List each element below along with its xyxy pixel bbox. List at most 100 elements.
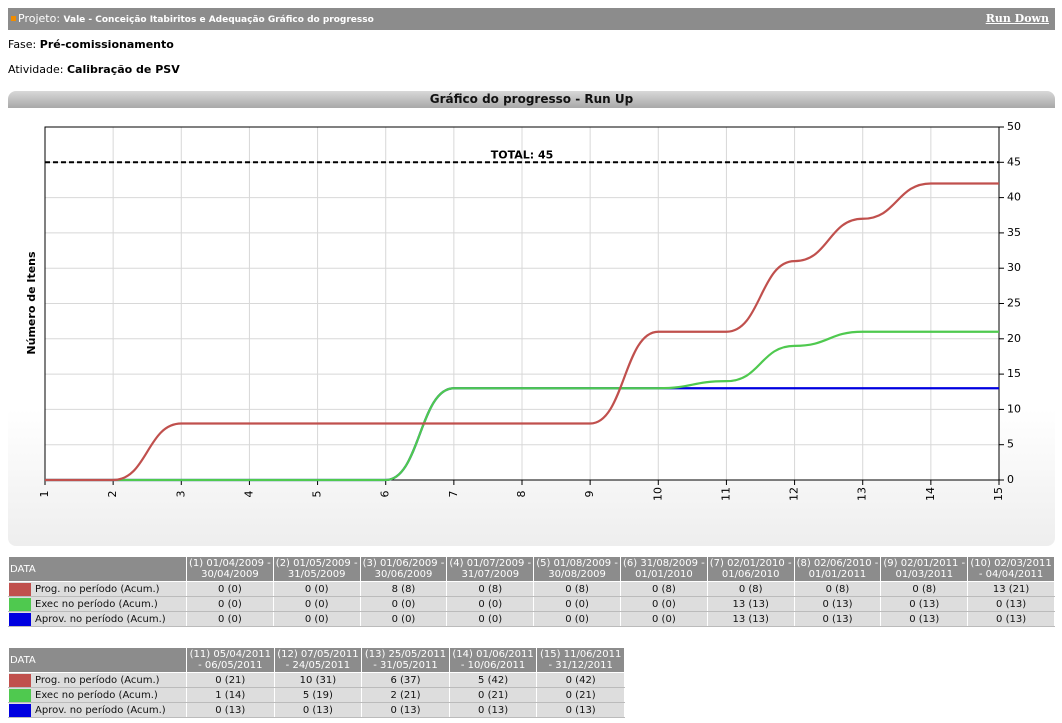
swatch [9, 582, 31, 596]
row-name: Prog. no período (Acum.) [35, 674, 160, 686]
table-cell: 5 (19) [273, 687, 363, 703]
x-tick-label: 13 [856, 487, 869, 501]
x-tick-label: 12 [788, 487, 801, 501]
table-cell: 0 (13) [880, 611, 969, 627]
column-header: (15) 11/06/2011 - 31/12/2011 [536, 647, 625, 673]
table-cell: 0 (13) [273, 702, 363, 718]
project-name: Vale - Conceição Itabiritos e Adequação … [63, 15, 374, 25]
fase-label: Fase: [8, 38, 37, 51]
column-header: (9) 02/01/2011 - 01/03/2011 [880, 556, 969, 582]
column-header: (8) 02/06/2010 - 01/01/2011 [793, 556, 882, 582]
x-tick-label: 14 [924, 487, 937, 501]
row-name: Prog. no período (Acum.) [35, 583, 160, 595]
column-header: (3) 01/06/2009 - 30/06/2009 [359, 556, 448, 582]
table-cell: 0 (0) [272, 611, 361, 627]
table-cell: 0 (0) [186, 611, 274, 627]
y-tick-label: 10 [1007, 402, 1021, 415]
row-name: Exec no período (Acum.) [35, 598, 158, 610]
table-row: Prog. no período (Acum.) 0 (0) 0 (0) 8 (8) 0… [8, 581, 1055, 597]
column-header: (2) 01/05/2009 - 31/05/2009 [272, 556, 361, 582]
table-cell: 13 (21) [967, 581, 1055, 597]
header-bar: Projeto: Vale - Conceição Itabiritos e A… [8, 8, 1055, 30]
table-cell: 0 (0) [272, 581, 361, 597]
x-tick-label: 9 [583, 491, 596, 498]
column-header: (6) 31/08/2009 - 01/01/2010 [619, 556, 708, 582]
table-cell: 0 (8) [446, 581, 535, 597]
x-tick-label: 11 [719, 487, 732, 501]
atividade-value: Calibração de PSV [66, 63, 180, 76]
table-cell: 0 (13) [448, 702, 538, 718]
table-row: Prog. no período (Acum.) 0 (21) 10 (31) 6 (… [8, 672, 625, 688]
column-header: (5) 01/08/2009 - 30/08/2009 [533, 556, 621, 582]
row-name: Exec no período (Acum.) [35, 689, 158, 701]
y-tick-label: 5 [1007, 438, 1014, 451]
row-label: Prog. no período (Acum.) [8, 672, 187, 688]
project-label: Projeto: [18, 12, 61, 25]
table-cell: 13 (13) [706, 596, 795, 612]
table-cell: 0 (13) [880, 596, 969, 612]
run-down-link[interactable]: Run Down [985, 12, 1049, 25]
table-cell: 0 (21) [186, 672, 275, 688]
column-header: (4) 01/07/2009 - 31/07/2009 [446, 556, 535, 582]
row-label: Aprov. no período (Acum.) [8, 702, 187, 718]
table-cell: 13 (13) [706, 611, 795, 627]
x-tick-label: 2 [106, 491, 119, 498]
x-tick-label: 6 [379, 491, 392, 498]
row-label: Prog. no período (Acum.) [8, 581, 187, 597]
y-tick-label: 35 [1007, 226, 1021, 239]
plot-border [44, 126, 1000, 481]
table-row: Aprov. no período (Acum.) 0 (13) 0 (13) 0 (… [8, 702, 625, 718]
column-header: (13) 25/05/2011 - 31/05/2011 [361, 647, 450, 673]
x-tick-label: 15 [992, 487, 1005, 501]
table-cell: 0 (0) [359, 611, 448, 627]
table-cell: 0 (0) [446, 611, 535, 627]
table-cell: 0 (0) [619, 596, 708, 612]
column-header: (7) 02/01/2010 - 01/06/2010 [706, 556, 795, 582]
data-table: DATA (11) 05/04/2011 - 06/05/2011 (12) 07/… [8, 647, 625, 718]
y-tick-label: 20 [1007, 332, 1021, 345]
x-tick-label: 7 [447, 491, 460, 498]
table-cell: 0 (8) [793, 581, 882, 597]
swatch [9, 597, 31, 611]
x-tick-label: 4 [242, 491, 255, 498]
table-cell: 0 (13) [361, 702, 450, 718]
row-label: Aprov. no período (Acum.) [8, 611, 187, 627]
table-cell: 5 (42) [448, 672, 538, 688]
table-cell: 0 (13) [793, 611, 882, 627]
table-cell: 0 (8) [880, 581, 969, 597]
y-tick-label: 0 [1007, 473, 1014, 486]
table-cell: 0 (42) [536, 672, 625, 688]
table-cell: 0 (0) [359, 596, 448, 612]
fase: Fase: Pré-comissionamento [8, 38, 174, 51]
table-header: DATA [8, 647, 187, 673]
data-table: DATA (1) 01/04/2009 - 30/04/2009 (2) 01/05… [8, 556, 1055, 627]
row-name: Aprov. no período (Acum.) [35, 704, 166, 716]
x-tick-label: 10 [651, 487, 664, 501]
table-cell: 2 (21) [361, 687, 450, 703]
table-row: Exec no período (Acum.) 1 (14) 5 (19) 2 (21… [8, 687, 625, 703]
atividade-label: Atividade: [8, 63, 64, 76]
table-cell: 0 (13) [967, 611, 1055, 627]
table-cell: 0 (13) [186, 702, 275, 718]
series-line [45, 182, 999, 482]
column-header: (14) 01/06/2011 - 10/06/2011 [448, 647, 538, 673]
table-row: Aprov. no período (Acum.) 0 (0) 0 (0) 0 (0)… [8, 611, 1055, 627]
table-cell: 0 (0) [186, 581, 274, 597]
swatch [9, 673, 31, 687]
table-row: Exec no período (Acum.) 0 (0) 0 (0) 0 (0) 0 … [8, 596, 1055, 612]
fase-value: Pré-comissionamento [39, 38, 174, 51]
x-tick-label: 3 [174, 491, 187, 498]
table-cell: 0 (0) [619, 611, 708, 627]
table-cell: 0 (21) [448, 687, 538, 703]
table-cell: 0 (0) [272, 596, 361, 612]
bullet [11, 16, 16, 21]
y-axis-label: Número de Itens [25, 251, 38, 355]
row-label: Exec no período (Acum.) [8, 596, 187, 612]
swatch [9, 703, 31, 717]
row-name: Aprov. no período (Acum.) [35, 613, 166, 625]
y-tick-label: 25 [1007, 297, 1021, 310]
table-cell: 8 (8) [359, 581, 448, 597]
table-header: DATA [8, 556, 187, 582]
swatch [9, 612, 31, 626]
x-tick-label: 8 [515, 491, 528, 498]
